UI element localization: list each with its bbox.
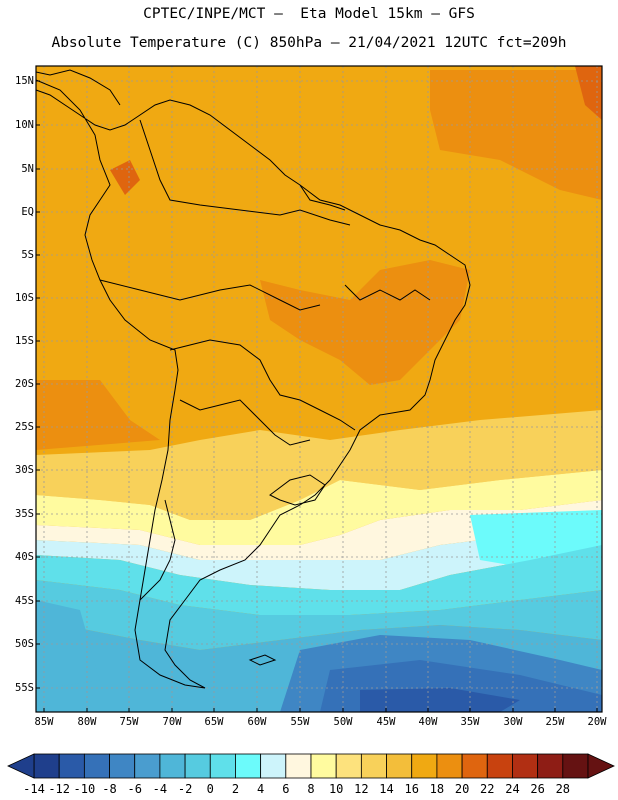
colorbar-label: -2 <box>177 782 193 796</box>
colorbar-cell <box>436 753 463 779</box>
lon-label: 85W <box>34 716 54 728</box>
lon-label: 45W <box>376 716 396 728</box>
colorbar-cell <box>335 753 362 779</box>
colorbar-label: 16 <box>404 782 419 796</box>
lat-label: 45S <box>15 595 34 607</box>
colorbar-label: 10 <box>328 782 344 796</box>
lon-label: 70W <box>162 716 182 728</box>
colorbar-label: 8 <box>307 782 315 796</box>
colorbar-cell <box>83 753 110 779</box>
lat-label: EQ <box>21 206 34 218</box>
lon-label: 80W <box>77 716 97 728</box>
colorbar-cell <box>260 753 287 779</box>
colorbar-label: -10 <box>73 782 96 796</box>
colorbar-cell <box>159 753 186 779</box>
lat-label: 10S <box>15 292 34 304</box>
colorbar-label: 18 <box>429 782 445 796</box>
coastlines <box>35 69 471 689</box>
lon-label: 40W <box>418 716 438 728</box>
colorbar-cell <box>537 753 564 779</box>
lat-label: 25S <box>15 421 34 433</box>
colorbar-high-arrow <box>587 753 615 779</box>
colorbar-label: -14 <box>23 782 45 796</box>
colorbar-label: 26 <box>530 782 545 796</box>
map-subtitle: Absolute Temperature (C) 850hPa – 21/04/… <box>51 35 567 51</box>
temperature-field <box>36 66 602 712</box>
colorbar-label: 6 <box>282 782 290 796</box>
lat-label: 55S <box>15 682 34 694</box>
lat-label: 30S <box>15 464 34 476</box>
colorbar-cell <box>235 753 262 779</box>
colorbar-label: -4 <box>152 782 168 796</box>
lon-label: 65W <box>204 716 224 728</box>
colorbar <box>7 753 615 779</box>
lat-label: 5S <box>21 249 34 261</box>
colorbar-label: 20 <box>454 782 470 796</box>
colorbar-cell <box>285 753 312 779</box>
colorbar-cell <box>209 753 236 779</box>
colorbar-low-arrow <box>7 753 35 779</box>
lon-label: 35W <box>460 716 480 728</box>
colorbar-cell <box>58 753 85 779</box>
colorbar-label: 24 <box>505 782 520 796</box>
lon-label: 60W <box>247 716 267 728</box>
colorbar-label: 28 <box>555 782 571 796</box>
colorbar-cell <box>360 753 387 779</box>
map-frame <box>35 65 603 713</box>
lat-label: 40S <box>15 551 34 563</box>
lat-label: 15S <box>15 335 34 347</box>
lon-label: 20W <box>587 716 607 728</box>
lat-label: 10N <box>15 119 34 131</box>
colorbar-label: 2 <box>231 782 240 796</box>
colorbar-label: -8 <box>102 782 117 796</box>
lat-label: 5N <box>21 163 34 175</box>
grid-lines <box>36 66 602 712</box>
lat-label: 35S <box>15 508 34 520</box>
map-title: CPTEC/INPE/MCT – Eta Model 15km – GFS <box>143 6 475 22</box>
colorbar-cell <box>562 753 589 779</box>
lon-label: 50W <box>333 716 353 728</box>
lat-label: 15N <box>15 75 34 87</box>
colorbar-cell <box>184 753 211 779</box>
lon-label: 25W <box>545 716 565 728</box>
colorbar-label: 4 <box>257 782 265 796</box>
lon-label: 55W <box>290 716 310 728</box>
lat-label: 20S <box>15 378 34 390</box>
colorbar-cell <box>134 753 161 779</box>
colorbar-cell <box>461 753 488 779</box>
lat-label: 50S <box>15 638 34 650</box>
colorbar-cell <box>386 753 413 779</box>
colorbar-label: -12 <box>48 782 71 796</box>
axis-ticks <box>36 80 598 712</box>
colorbar-cell <box>109 753 136 779</box>
colorbar-label: 12 <box>354 782 369 796</box>
colorbar-cell <box>411 753 438 779</box>
colorbar-cell <box>310 753 337 779</box>
colorbar-label: 0 <box>206 782 214 796</box>
colorbar-label: 22 <box>480 782 495 796</box>
colorbar-cell <box>512 753 539 779</box>
lon-label: 75W <box>119 716 139 728</box>
colorbar-label: 14 <box>379 782 394 796</box>
colorbar-label: -6 <box>127 782 142 796</box>
lon-label: 30W <box>503 716 523 728</box>
colorbar-cell <box>486 753 513 779</box>
colorbar-cell <box>33 753 60 779</box>
